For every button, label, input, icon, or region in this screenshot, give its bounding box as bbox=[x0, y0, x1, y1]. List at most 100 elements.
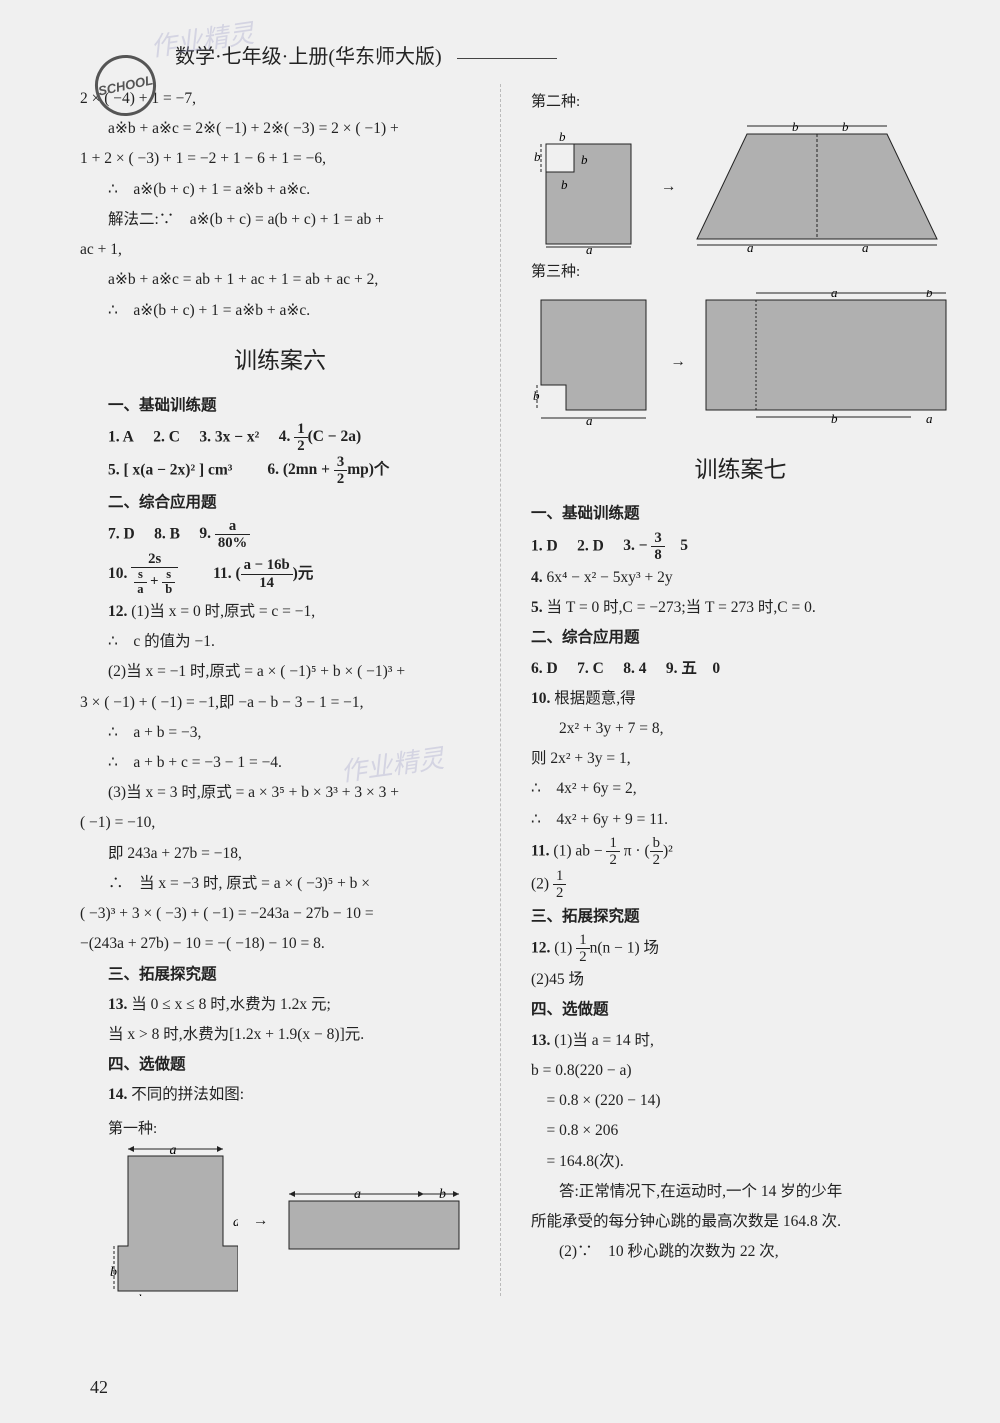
answers-row: 7. D 8. B 9. a80% bbox=[80, 518, 480, 551]
subsection-r1: 一、基础训练题 bbox=[531, 499, 950, 529]
arrow-icon: → bbox=[253, 1206, 269, 1236]
ans: 1. A bbox=[108, 428, 134, 445]
line: 12. 12. (1)当 x = 0 时,原式 = c = −1,(1)当 x … bbox=[80, 597, 480, 627]
ans: 10. 2ssa + sb bbox=[108, 565, 178, 582]
answers-row: 6. D 7. C 8. 4 9. 五 0 bbox=[531, 654, 950, 684]
svg-text:b: b bbox=[138, 1293, 145, 1296]
figure-1-right: a b bbox=[284, 1186, 464, 1256]
line: ( −3)³ + 3 × ( −3) + ( −1) = −243a − 27b… bbox=[80, 899, 480, 929]
answers-row: 10. 2ssa + sb 11. (a − 16b14)元 bbox=[80, 551, 480, 597]
figure-3-label: 第三种: bbox=[531, 258, 950, 287]
arrow-icon: → bbox=[671, 347, 687, 377]
line: 解法二:∵ a※(b + c) = a(b + c) + 1 = ab + bbox=[80, 205, 480, 235]
figure-2-label: 第二种: bbox=[531, 88, 950, 117]
line: 13. 当 0 ≤ x ≤ 8 时,水费为 1.2x 元; bbox=[80, 990, 480, 1020]
line: 12. (1) 12n(n − 1) 场 bbox=[531, 932, 950, 965]
left-column: 2 × ( −4) + 1 = −7, a※b + a※c = 2※( −1) … bbox=[50, 84, 500, 1296]
ans: 4. 12(C − 2a) bbox=[279, 428, 361, 445]
subsection-r2: 二、综合应用题 bbox=[531, 623, 950, 653]
line: 10. 根据题意,得 bbox=[531, 684, 950, 714]
svg-text:a: a bbox=[862, 240, 869, 254]
svg-text:b: b bbox=[581, 152, 588, 167]
subsection-r3: 三、拓展探究题 bbox=[531, 902, 950, 932]
section-title-6: 训练案六 bbox=[80, 338, 480, 383]
svg-text:b: b bbox=[534, 149, 541, 164]
svg-text:a: a bbox=[747, 240, 754, 254]
ans: 2. C bbox=[153, 428, 180, 445]
line: 3 × ( −1) + ( −1) = −1,即 −a − b − 3 − 1 … bbox=[80, 688, 480, 718]
answers-row: 1. D 2. D 3. − 38 5 bbox=[531, 530, 950, 563]
line: 13. (1)当 a = 14 时, bbox=[531, 1026, 950, 1056]
ans: 9. a80% bbox=[199, 525, 250, 542]
subsection-3: 三、拓展探究题 bbox=[80, 960, 480, 990]
figure-3-right: a b b a bbox=[701, 290, 950, 435]
ans: 5. [ x(a − 2x)² ] cm³ bbox=[108, 461, 232, 478]
line: (2)当 x = −1 时,原式 = a × ( −1)⁵ + b × ( −1… bbox=[80, 657, 480, 687]
subsection-2: 二、综合应用题 bbox=[80, 488, 480, 518]
ans: 2. D bbox=[577, 537, 604, 554]
line: = 164.8(次). bbox=[531, 1147, 950, 1177]
page-number: 42 bbox=[90, 1377, 108, 1398]
line: ∴ 4x² + 6y + 9 = 11. bbox=[531, 805, 950, 835]
line: 则 2x² + 3y = 1, bbox=[531, 744, 950, 774]
figure-1-left: a a b b bbox=[108, 1146, 238, 1296]
subsection-4: 四、选做题 bbox=[80, 1050, 480, 1080]
line: 14. 不同的拼法如图: bbox=[80, 1080, 480, 1110]
line: 所能承受的每分钟心跳的最高次数是 164.8 次. bbox=[531, 1207, 950, 1237]
figure-1-label: 第一种: bbox=[80, 1115, 480, 1144]
right-column: 第二种: b b b b a → b b bbox=[500, 84, 950, 1296]
ans: 7. D bbox=[108, 525, 135, 542]
line: 5. 当 T = 0 时,C = −273;当 T = 273 时,C = 0. bbox=[531, 593, 950, 623]
columns: 2 × ( −4) + 1 = −7, a※b + a※c = 2※( −1) … bbox=[50, 84, 950, 1296]
figure-3-left: b a bbox=[531, 290, 656, 435]
ans: 9. 五 0 bbox=[666, 660, 720, 677]
line: = 0.8 × 206 bbox=[531, 1116, 950, 1146]
line: 当 x > 8 时,水费为[1.2x + 1.9(x − 8)]元. bbox=[80, 1020, 480, 1050]
line: a※b + a※c = 2※( −1) + 2※( −3) = 2 × ( −1… bbox=[80, 114, 480, 144]
line: a※b + a※c = ab + 1 + ac + 1 = ab + ac + … bbox=[80, 265, 480, 295]
line: ( −1) = −10, bbox=[80, 808, 480, 838]
ans: 1. D bbox=[531, 537, 558, 554]
line: ∴ c 的值为 −1. bbox=[80, 627, 480, 657]
figure-1: a a b b → a b bbox=[80, 1146, 480, 1296]
line: ∴ 4x² + 6y = 2, bbox=[531, 774, 950, 804]
line: 4. 6x⁴ − x² − 5xy³ + 2y bbox=[531, 563, 950, 593]
svg-text:a: a bbox=[831, 290, 838, 300]
figure-3: b a → a b b a bbox=[531, 290, 950, 435]
svg-text:a: a bbox=[233, 1215, 238, 1230]
figure-2-right: b b a a bbox=[692, 119, 942, 254]
ans: 8. 4 bbox=[623, 660, 646, 677]
line: ∴ a※(b + c) + 1 = a※b + a※c. bbox=[80, 296, 480, 326]
line: 2x² + 3y + 7 = 8, bbox=[531, 714, 950, 744]
line: ∴ 当 x = −3 时, 原式 = a × ( −3)⁵ + b × bbox=[80, 869, 480, 899]
subsection-r4: 四、选做题 bbox=[531, 995, 950, 1025]
line: (3)当 x = 3 时,原式 = a × 3⁵ + b × 3³ + 3 × … bbox=[80, 778, 480, 808]
svg-text:b: b bbox=[831, 411, 838, 426]
line: 答:正常情况下,在运动时,一个 14 岁的少年 bbox=[531, 1177, 950, 1207]
arrow-icon: → bbox=[661, 172, 677, 202]
line: (2) 12 bbox=[531, 868, 950, 901]
line: ∴ a※(b + c) + 1 = a※b + a※c. bbox=[80, 175, 480, 205]
ans: 11. (a − 16b14)元 bbox=[213, 565, 313, 582]
figure-2-left: b b b b a bbox=[531, 119, 646, 254]
ans: 3. − 38 5 bbox=[623, 537, 688, 554]
ans: 8. B bbox=[154, 525, 180, 542]
svg-text:b: b bbox=[559, 129, 566, 144]
line: = 0.8 × (220 − 14) bbox=[531, 1086, 950, 1116]
line: −(243a + 27b) − 10 = −( −18) − 10 = 8. bbox=[80, 929, 480, 959]
page: 作业精灵 作业精灵 SCHOOL 数学·七年级·上册(华东师大版) 2 × ( … bbox=[0, 0, 1000, 1423]
svg-text:a: a bbox=[586, 242, 593, 254]
line: (2)45 场 bbox=[531, 965, 950, 995]
subsection-1: 一、基础训练题 bbox=[80, 391, 480, 421]
svg-text:a: a bbox=[926, 411, 933, 426]
ans: 3. 3x − x² bbox=[199, 428, 259, 445]
ans: 6. D bbox=[531, 660, 558, 677]
line: b = 0.8(220 − a) bbox=[531, 1056, 950, 1086]
line: 即 243a + 27b = −18, bbox=[80, 839, 480, 869]
svg-text:a: a bbox=[586, 413, 593, 428]
line: ac + 1, bbox=[80, 235, 480, 265]
figure-2: b b b b a → b b a a bbox=[531, 119, 950, 254]
line: 11. (1) ab − 12 π · (b2)² bbox=[531, 835, 950, 868]
ans: 7. C bbox=[577, 660, 604, 677]
svg-text:a: a bbox=[170, 1146, 177, 1158]
